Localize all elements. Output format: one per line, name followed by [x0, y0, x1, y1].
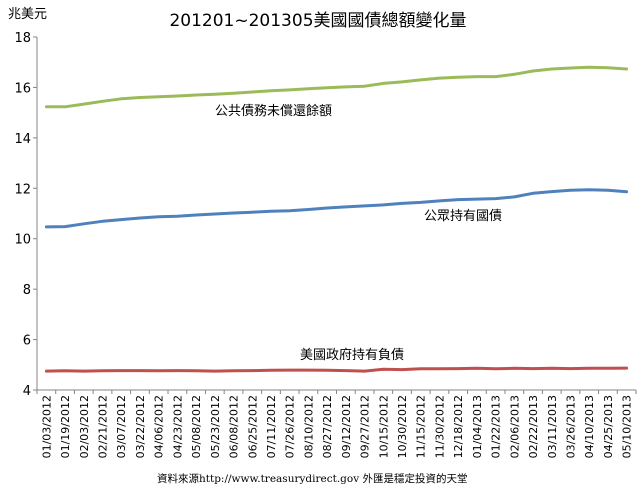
- x-tick-label: 02/06/2013: [508, 395, 521, 458]
- x-tick-label: 10/30/2012: [396, 395, 409, 458]
- x-tick-label: 09/12/2012: [340, 395, 353, 458]
- x-tick-label: 01/04/2013: [471, 395, 484, 458]
- annotation-intragovernmental-holdings: 美國政府持有負債: [300, 348, 404, 363]
- x-tick-label: 11/15/2012: [415, 395, 428, 458]
- series-line-1: [44, 188, 629, 229]
- source-note: 資料來源http://www.treasurydirect.gov 外匯是穩定投…: [157, 472, 467, 485]
- chart-title: 201201~201305美國國債總額變化量: [169, 11, 466, 31]
- y-tick-label: 12: [14, 182, 31, 197]
- y-tick-label: 14: [14, 132, 31, 147]
- x-tick-label: 06/25/2012: [246, 395, 259, 458]
- series-line-0: [44, 65, 629, 109]
- x-tick-label: 07/11/2012: [265, 395, 278, 458]
- x-tick-label: 03/26/2013: [564, 395, 577, 458]
- x-tick-label: 11/30/2012: [433, 395, 446, 458]
- y-axis-unit-label: 兆美元: [8, 7, 47, 22]
- y-tick-label: 6: [23, 334, 31, 349]
- x-tick-label: 02/03/2012: [78, 395, 91, 458]
- x-tick-label: 02/22/2013: [527, 395, 540, 458]
- x-tick-label: 01/19/2012: [59, 395, 72, 458]
- x-tick-label: 05/10/2013: [621, 395, 634, 458]
- x-tick-label: 01/03/2012: [40, 395, 53, 458]
- x-tick-label: 05/23/2012: [209, 395, 222, 458]
- y-tick-label: 16: [14, 81, 31, 96]
- x-tick-label: 08/10/2012: [302, 395, 315, 458]
- x-tick-label: 12/18/2012: [452, 395, 465, 458]
- x-tick-label: 10/15/2012: [377, 395, 390, 458]
- series-line-2: [44, 366, 629, 373]
- x-tick-label: 04/23/2012: [171, 395, 184, 458]
- x-tick-label: 03/22/2012: [134, 395, 147, 458]
- x-tick-label: 02/21/2012: [97, 395, 110, 458]
- annotation-public-debt-outstanding: 公共債務未償還餘額: [215, 103, 332, 119]
- y-tick-label: 4: [23, 384, 31, 399]
- x-tick-label: 09/27/2012: [359, 395, 372, 458]
- x-tick-label: 07/26/2012: [284, 395, 297, 458]
- x-tick-label: 04/06/2012: [153, 395, 166, 458]
- x-tick-label: 03/07/2012: [115, 395, 128, 458]
- x-tick-label: 08/27/2012: [321, 395, 334, 458]
- y-tick-label: 8: [23, 283, 31, 298]
- plot-area: 4 6 8 10 12 14 16 18 01/03/2012 01/19/2012 02/03/2…: [14, 31, 637, 458]
- x-tick-label: 01/22/2013: [490, 395, 503, 458]
- y-tick-label: 10: [14, 233, 31, 248]
- y-tick-label: 18: [14, 31, 31, 46]
- x-tick-label: 05/08/2012: [190, 395, 203, 458]
- annotation-debt-held-by-public: 公眾持有國債: [424, 209, 502, 224]
- x-tick-label: 04/25/2013: [602, 395, 615, 458]
- x-tick-label: 04/10/2013: [583, 395, 596, 458]
- x-tick-label: 03/11/2013: [546, 395, 559, 458]
- x-tick-label: 06/08/2012: [228, 395, 241, 458]
